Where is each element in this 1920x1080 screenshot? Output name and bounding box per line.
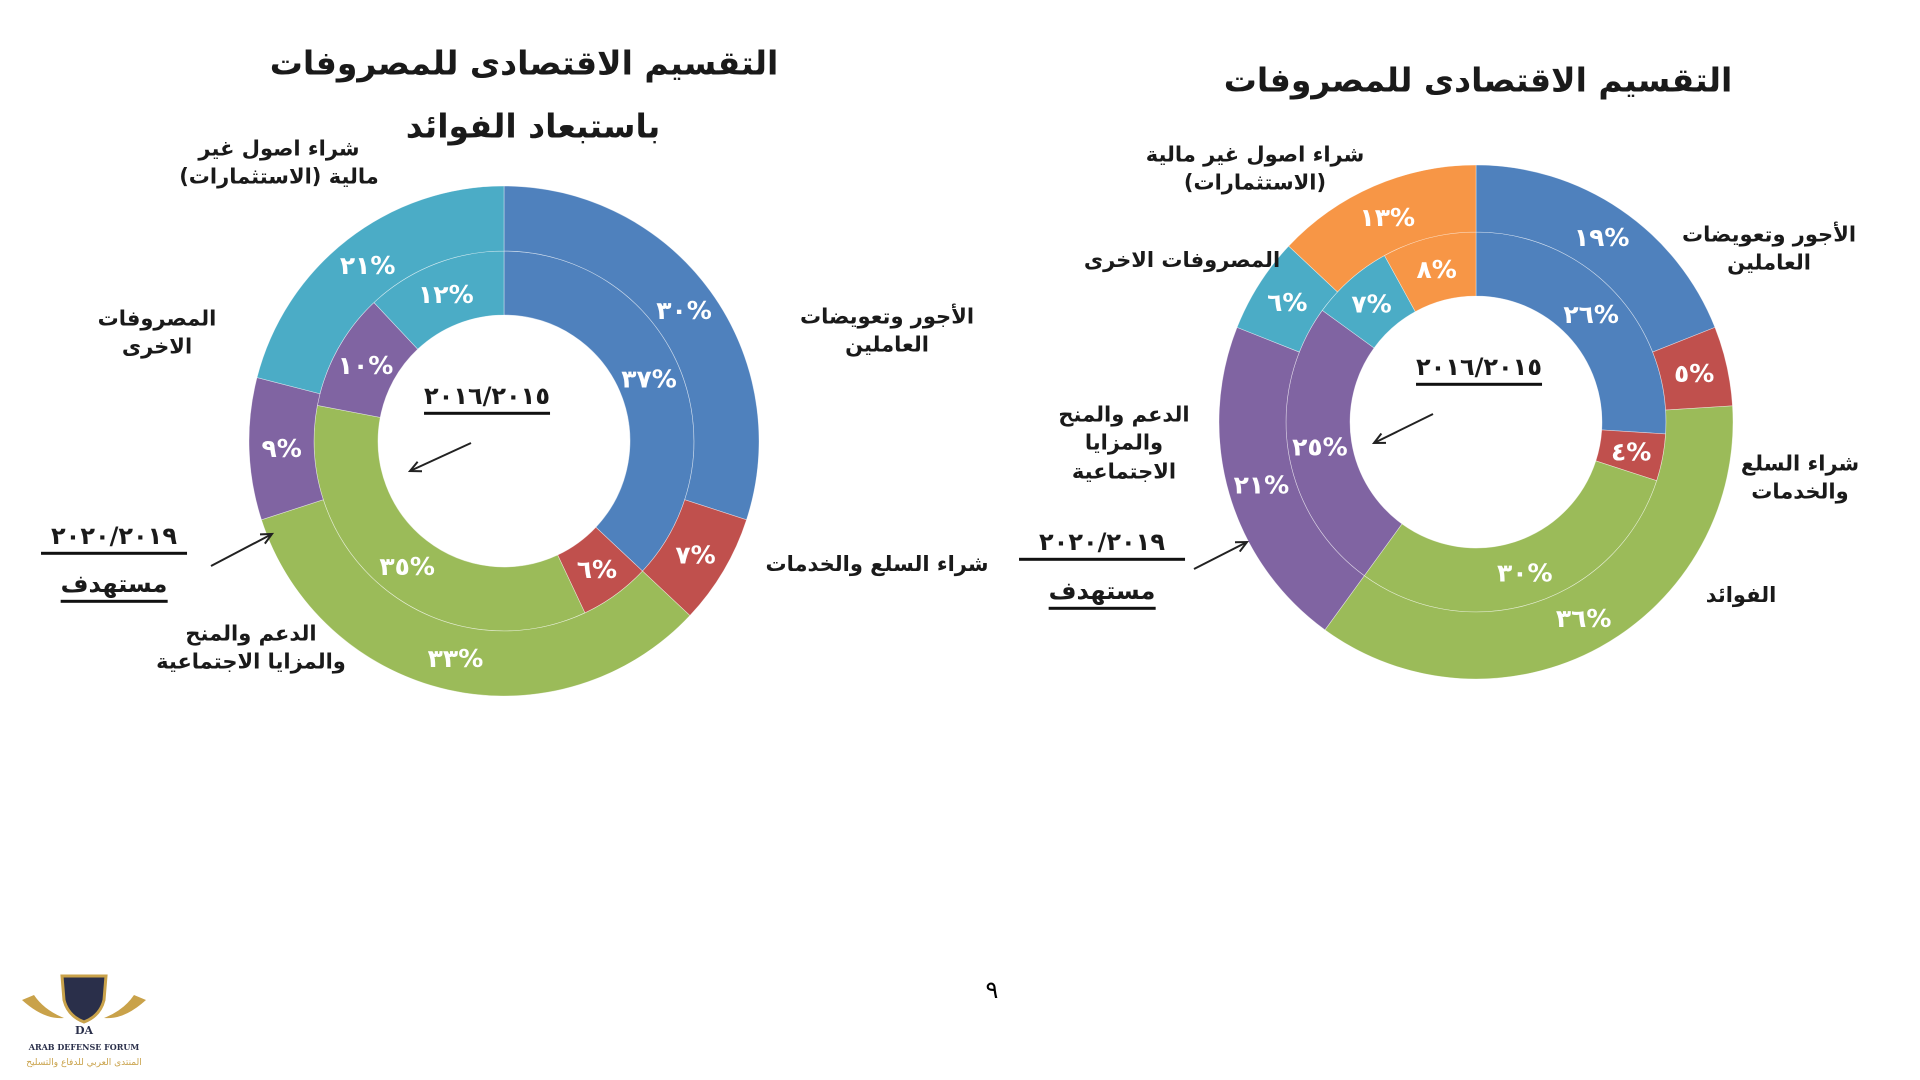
chart1-inner-label-3: ٣٥%	[379, 552, 435, 581]
chart2-outer-label-2: ٥%	[1674, 359, 1714, 388]
left-label-support: الدعم والمنح والمزايا الاجتماعية	[156, 621, 346, 674]
chart2-inner-label-2: ٤%	[1611, 438, 1651, 467]
right-outer-caption-note: مستهدف	[1048, 576, 1156, 610]
chart1-arrow-1	[409, 442, 472, 472]
svg-text:DA: DA	[75, 1024, 94, 1037]
left-chart-title-line1: التقسيم الاقتصادى للمصروفات	[269, 43, 779, 83]
chart1-outer-slice-1	[503, 185, 760, 521]
left-label-investments: شراء اصول غير مالية (الاستثمارات)	[179, 136, 379, 189]
logo: DA ARAB DEFENSE FORUM المنتدى العربي للد…	[14, 970, 154, 1075]
right-label-support: الدعم والمنح والمزايا الاجتماعية	[1058, 402, 1190, 484]
page-number: ٩	[985, 976, 999, 1004]
chart2-outer-label-4: ٢١%	[1234, 470, 1290, 499]
right-chart-title: التقسيم الاقتصادى للمصروفات	[1223, 60, 1733, 100]
chart1-arrowhead-1	[407, 461, 423, 473]
svg-text:ARAB DEFENSE FORUM: ARAB DEFENSE FORUM	[28, 1042, 140, 1052]
chart1-outer-slice-5	[256, 185, 505, 395]
chart1-inner-label-2: ٦%	[577, 555, 617, 584]
chart1-outer-label-3: ٣٣%	[428, 644, 484, 673]
chart2-arrowhead-1	[1371, 432, 1387, 445]
chart2-outer-slice-4	[1218, 327, 1365, 631]
chart2-inner-label-6: ٨%	[1417, 255, 1457, 284]
right-label-investments: شراء اصول غير مالية (الاستثمارات)	[1145, 142, 1365, 195]
chart2-inner-label-4: ٢٥%	[1292, 433, 1348, 462]
chart1-outer-label-4: ٩%	[261, 434, 301, 463]
chart2-outer-label-6: ١٣%	[1359, 203, 1415, 232]
right-inner-caption: ٢٠١٦/٢٠١٥	[1416, 352, 1542, 386]
chart1-outer-slice-3	[261, 499, 691, 697]
left-label-other: المصروفات الاخرى	[97, 306, 217, 359]
chart2-outer-label-5: ٦%	[1267, 288, 1307, 317]
chart1-inner-label-4: ١٠%	[338, 351, 394, 380]
chart1-outer-label-1: ٣٠%	[656, 296, 712, 325]
right-label-interest: الفوائد	[1705, 582, 1777, 607]
chart2-outer-label-1: ١٩%	[1574, 223, 1630, 252]
left-label-wages: الأجور وتعويضات العاملين	[799, 304, 975, 357]
left-label-goods: شراء السلع والخدمات	[765, 551, 989, 576]
svg-text:المنتدى العربي للدفاع والتسليح: المنتدى العربي للدفاع والتسليح	[26, 1058, 141, 1068]
chart2-arrow-1	[1373, 413, 1434, 444]
left-outer-caption-note: مستهدف	[60, 569, 168, 603]
right-outer-caption: ٢٠٢٠/٢٠١٩	[1019, 527, 1185, 561]
left-outer-caption: ٢٠٢٠/٢٠١٩	[41, 521, 187, 555]
shield-logo-icon: DA ARAB DEFENSE FORUM المنتدى العربي للد…	[22, 974, 146, 1068]
chart2-inner-label-5: ٧%	[1351, 289, 1391, 318]
chart1-arrow-2	[210, 533, 273, 567]
chart2-outer-label-3: ٣٦%	[1556, 604, 1612, 633]
left-inner-caption: ٢٠١٦/٢٠١٥	[424, 381, 550, 415]
chart1-arrowhead-2	[259, 532, 275, 545]
right-label-other: المصروفات الاخرى	[1083, 247, 1281, 272]
chart2-arrow-2	[1193, 541, 1248, 570]
chart1-outer-label-5: ٢١%	[340, 251, 396, 280]
chart1-inner-label-5: ١٢%	[418, 280, 474, 309]
chart1-outer-label-2: ٧%	[675, 540, 715, 569]
chart2-inner-label-3: ٣٠%	[1497, 558, 1553, 587]
chart2-arrowhead-2	[1234, 540, 1250, 553]
left-chart-title-line2: باستبعاد الفوائد	[405, 106, 661, 146]
chart2-outer-slice-6	[1288, 164, 1477, 293]
chart2-inner-label-1: ٢٦%	[1563, 300, 1619, 329]
right-label-wages: الأجور وتعويضات العاملين	[1681, 222, 1857, 275]
chart2-outer-slice-3	[1324, 405, 1734, 680]
chart1-inner-label-1: ٣٧%	[621, 364, 677, 393]
right-label-goods: شراء السلع والخدمات	[1740, 451, 1860, 504]
